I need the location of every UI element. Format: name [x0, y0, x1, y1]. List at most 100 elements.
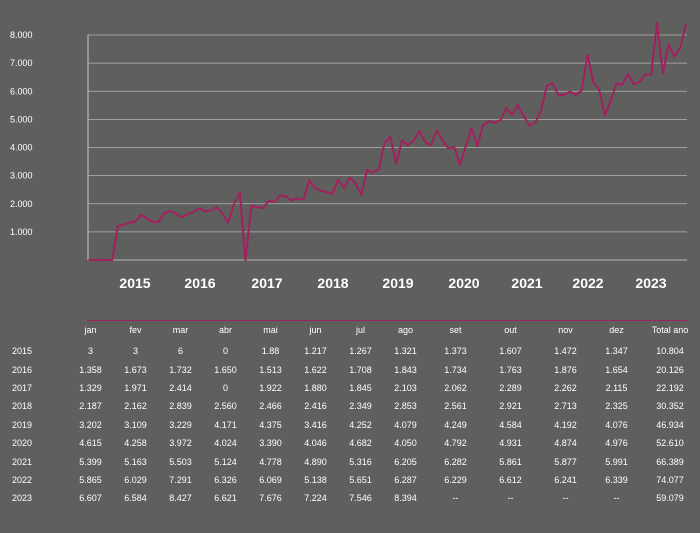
table-cell: 2.560 [214, 401, 237, 412]
data-point [395, 163, 398, 165]
table-cell: 1.321 [394, 346, 417, 357]
data-point [447, 147, 450, 150]
data-point [250, 205, 253, 207]
table-cell: 3 [132, 346, 138, 357]
data-point [273, 201, 276, 203]
column-header: mar [172, 325, 189, 335]
data-point [615, 82, 618, 85]
data-point [575, 94, 577, 96]
table-cell: 2.162 [124, 401, 147, 412]
table-cell: 4.890 [304, 456, 327, 467]
data-point [661, 72, 664, 75]
table-cell: 4.615 [79, 438, 102, 449]
data-point [146, 217, 148, 220]
table-cell: 3.229 [169, 419, 192, 430]
data-point [383, 141, 386, 144]
data-point [325, 191, 328, 194]
year-total-cell: 46.934 [656, 419, 684, 430]
table-cell: 2.839 [169, 401, 192, 412]
data-point [285, 195, 287, 198]
data-point [169, 210, 172, 213]
table-cell: 3 [87, 346, 93, 357]
column-header: dez [609, 325, 624, 335]
data-point [679, 46, 682, 49]
data-point [621, 83, 624, 86]
data-point [418, 130, 421, 133]
table-cell: 1.472 [554, 346, 577, 357]
x-year-label: 2022 [572, 275, 603, 291]
year-total-cell: 20.126 [656, 364, 684, 375]
table-cell: 5.124 [214, 456, 237, 467]
column-header: nov [558, 325, 573, 335]
table-cell: 2.349 [349, 401, 372, 412]
data-point [667, 43, 670, 45]
table-header-row: jan fev mar abr mai jun jul ago set out … [0, 318, 700, 342]
monthly-table: jan fev mar abr mai jun jul ago set out … [0, 318, 700, 508]
data-point [366, 169, 369, 171]
table-cell: 6.621 [214, 493, 237, 504]
data-point [522, 115, 525, 117]
data-point [493, 122, 496, 124]
year-total-cell: 74.077 [656, 474, 684, 485]
year-total-cell: 59.079 [656, 493, 684, 504]
table-row: 2021 5.399 5.163 5.503 5.124 4.778 4.890 5.316 6… [0, 452, 700, 470]
table-cell: 5.163 [124, 456, 147, 467]
table-cell: 7.546 [349, 493, 372, 504]
x-year-label: 2015 [119, 275, 150, 291]
table-cell: 6.241 [554, 474, 577, 485]
table-cell: 5.316 [349, 456, 372, 467]
data-point [406, 144, 409, 147]
data-point [540, 109, 542, 112]
table-cell: 2.853 [394, 401, 417, 412]
column-header: jan [84, 325, 97, 335]
y-tick-label: 3.000 [10, 171, 33, 181]
data-point [401, 139, 403, 142]
table-cell: 2.414 [169, 382, 192, 393]
table-cell: 4.076 [605, 419, 628, 430]
row-year: 2020 [12, 438, 33, 449]
data-point [650, 73, 653, 76]
data-point [482, 124, 484, 127]
data-point [256, 206, 258, 209]
table-cell: 3.202 [79, 419, 102, 430]
data-point [233, 203, 235, 206]
table-cell: 1.734 [444, 364, 467, 375]
data-point [204, 210, 206, 213]
data-point [638, 80, 641, 83]
table-row: 2017 1.329 1.971 2.414 0 1.922 1.880 1.845 2.103… [0, 379, 700, 397]
table-cell: 1.843 [394, 364, 417, 375]
table-cell: 2.325 [605, 401, 628, 412]
year-total-cell: 10.804 [656, 346, 684, 357]
data-point [209, 209, 212, 212]
table-cell: 7.291 [169, 474, 192, 485]
data-point [580, 89, 583, 92]
table-cell: 4.249 [444, 419, 467, 430]
table-row: 2023 6.607 6.584 8.427 6.621 7.676 7.224 7.546 8… [0, 489, 700, 507]
table-cell: 1.607 [499, 346, 522, 357]
column-header: abr [218, 325, 232, 335]
table-cell: 5.877 [554, 456, 577, 467]
table-cell: 1.673 [124, 364, 147, 375]
data-point [557, 94, 560, 97]
table-cell: 2.187 [79, 401, 102, 412]
data-point [163, 212, 166, 214]
x-year-label: 2021 [511, 275, 542, 291]
table-cell: 4.046 [304, 438, 327, 449]
table-cell: 6.612 [499, 474, 522, 485]
x-axis-year-labels: 2015 2016 2017 2018 2019 2020 2021 2022 2023 [119, 275, 666, 291]
y-tick-label: 2.000 [10, 199, 33, 209]
table-cell: 6.339 [605, 474, 628, 485]
data-point [262, 207, 264, 210]
row-year: 2019 [12, 419, 33, 430]
data-point [609, 100, 612, 102]
table-cell: 6.069 [259, 474, 282, 485]
data-point [99, 258, 102, 261]
y-tick-label: 8.000 [10, 30, 33, 40]
data-point [499, 119, 502, 121]
data-point [685, 23, 687, 25]
data-point [505, 107, 508, 110]
column-header: set [449, 325, 462, 335]
table-cell: 6.607 [79, 493, 102, 504]
table-cell: 3.416 [304, 419, 327, 430]
table-cell: 1.763 [499, 364, 522, 375]
